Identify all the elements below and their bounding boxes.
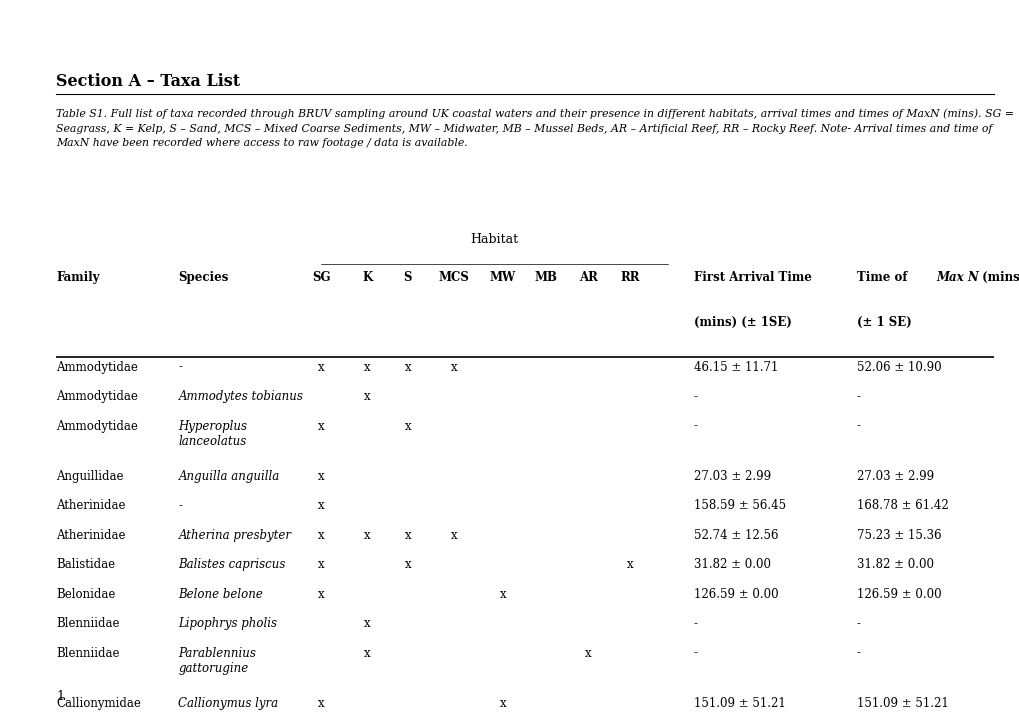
Text: -: -: [693, 617, 697, 630]
Text: -: -: [856, 647, 860, 660]
Text: Blenniidae: Blenniidae: [56, 617, 119, 630]
Text: x: x: [405, 528, 411, 541]
Text: -: -: [856, 420, 860, 433]
Text: K: K: [362, 271, 372, 284]
Text: RR: RR: [620, 271, 640, 284]
Text: 27.03 ± 2.99: 27.03 ± 2.99: [693, 469, 770, 482]
Text: x: x: [318, 588, 324, 601]
Text: MB: MB: [534, 271, 556, 284]
Text: (mins) (± 1SE): (mins) (± 1SE): [693, 317, 791, 329]
Text: x: x: [318, 528, 324, 541]
Text: x: x: [627, 558, 633, 571]
Text: Hyperoplus
lanceolatus: Hyperoplus lanceolatus: [178, 420, 248, 448]
Text: Atherinidae: Atherinidae: [56, 499, 125, 512]
Text: 126.59 ± 0.00: 126.59 ± 0.00: [693, 588, 777, 601]
Text: Species: Species: [178, 271, 228, 284]
Text: x: x: [364, 647, 370, 660]
Text: Section A – Taxa List: Section A – Taxa List: [56, 73, 240, 90]
Text: Ammodytidae: Ammodytidae: [56, 360, 138, 373]
Text: -: -: [856, 617, 860, 630]
Text: 168.78 ± 61.42: 168.78 ± 61.42: [856, 499, 948, 512]
Text: -: -: [856, 390, 860, 403]
Text: 1: 1: [56, 690, 64, 703]
Text: Table S1. Full list of taxa recorded through BRUV sampling around UK coastal wat: Table S1. Full list of taxa recorded thr…: [56, 108, 1013, 149]
Text: x: x: [318, 696, 324, 709]
Text: Anguilla anguilla: Anguilla anguilla: [178, 469, 279, 482]
Text: Parablennius
gattorugine: Parablennius gattorugine: [178, 647, 256, 675]
Text: x: x: [318, 558, 324, 571]
Text: 151.09 ± 51.21: 151.09 ± 51.21: [693, 696, 785, 709]
Text: x: x: [364, 390, 370, 403]
Text: 75.23 ± 15.36: 75.23 ± 15.36: [856, 528, 941, 541]
Text: 52.74 ± 12.56: 52.74 ± 12.56: [693, 528, 777, 541]
Text: Belone belone: Belone belone: [178, 588, 263, 601]
Text: x: x: [450, 360, 457, 373]
Text: -: -: [693, 390, 697, 403]
Text: x: x: [318, 469, 324, 482]
Text: Time of: Time of: [856, 271, 911, 284]
Text: x: x: [585, 647, 591, 660]
Text: -: -: [693, 420, 697, 433]
Text: x: x: [364, 617, 370, 630]
Text: x: x: [318, 420, 324, 433]
Text: 46.15 ± 11.71: 46.15 ± 11.71: [693, 360, 777, 373]
Text: 31.82 ± 0.00: 31.82 ± 0.00: [693, 558, 769, 571]
Text: Balistes capriscus: Balistes capriscus: [178, 558, 285, 571]
Text: Blenniidae: Blenniidae: [56, 647, 119, 660]
Text: Family: Family: [56, 271, 100, 284]
Text: x: x: [450, 528, 457, 541]
Text: Ammodytidae: Ammodytidae: [56, 420, 138, 433]
Text: Callionymus lyra: Callionymus lyra: [178, 696, 278, 709]
Text: -: -: [693, 647, 697, 660]
Text: SG: SG: [312, 271, 330, 284]
Text: Balistidae: Balistidae: [56, 558, 115, 571]
Text: Lipophrys pholis: Lipophrys pholis: [178, 617, 277, 630]
Text: Atherinidae: Atherinidae: [56, 528, 125, 541]
Text: 31.82 ± 0.00: 31.82 ± 0.00: [856, 558, 932, 571]
Text: x: x: [364, 360, 370, 373]
Text: S: S: [404, 271, 412, 284]
Text: Atherina presbyter: Atherina presbyter: [178, 528, 291, 541]
Text: x: x: [405, 360, 411, 373]
Text: Max: Max: [935, 271, 963, 284]
Text: 27.03 ± 2.99: 27.03 ± 2.99: [856, 469, 933, 482]
Text: AR: AR: [579, 271, 597, 284]
Text: 52.06 ± 10.90: 52.06 ± 10.90: [856, 360, 941, 373]
Text: MCS: MCS: [438, 271, 469, 284]
Text: N: N: [967, 271, 977, 284]
Text: x: x: [364, 528, 370, 541]
Text: -: -: [178, 360, 182, 373]
Text: x: x: [318, 360, 324, 373]
Text: x: x: [499, 696, 505, 709]
Text: Callionymidae: Callionymidae: [56, 696, 141, 709]
Text: MW: MW: [489, 271, 516, 284]
Text: -: -: [178, 499, 182, 512]
Text: (mins): (mins): [977, 271, 1019, 284]
Text: 126.59 ± 0.00: 126.59 ± 0.00: [856, 588, 941, 601]
Text: x: x: [318, 499, 324, 512]
Text: Anguillidae: Anguillidae: [56, 469, 123, 482]
Text: 151.09 ± 51.21: 151.09 ± 51.21: [856, 696, 948, 709]
Text: x: x: [405, 420, 411, 433]
Text: x: x: [499, 588, 505, 601]
Text: Ammodytes tobianus: Ammodytes tobianus: [178, 390, 303, 403]
Text: 158.59 ± 56.45: 158.59 ± 56.45: [693, 499, 785, 512]
Text: Habitat: Habitat: [470, 233, 518, 246]
Text: x: x: [405, 558, 411, 571]
Text: Ammodytidae: Ammodytidae: [56, 390, 138, 403]
Text: (± 1 SE): (± 1 SE): [856, 317, 911, 329]
Text: Belonidae: Belonidae: [56, 588, 115, 601]
Text: First Arrival Time: First Arrival Time: [693, 271, 811, 284]
